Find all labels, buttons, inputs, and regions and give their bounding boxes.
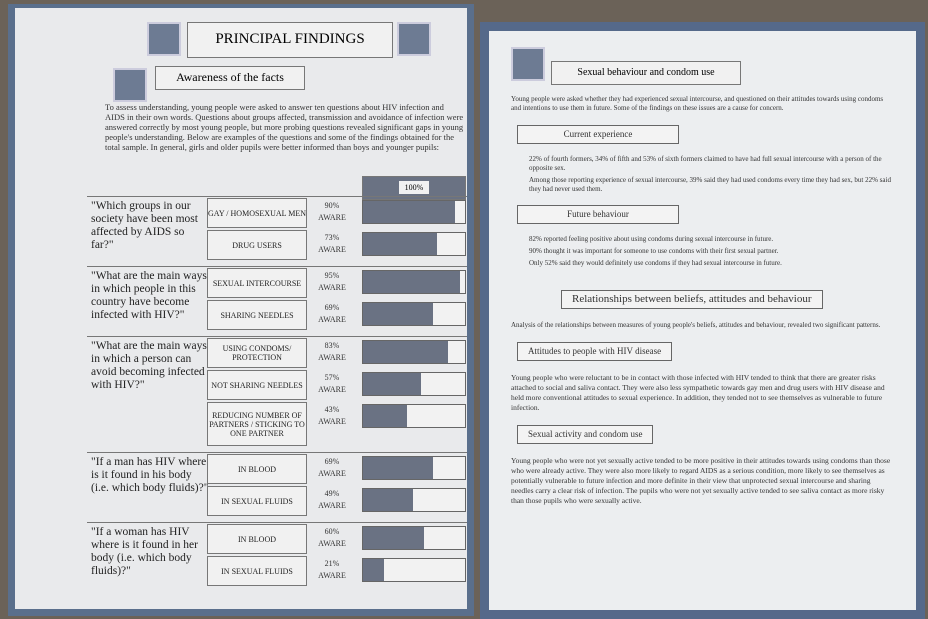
separator [87,196,467,197]
intro: Analysis of the relationships between me… [511,321,881,329]
heading-row: Current experience [511,117,891,152]
percent: 73% [324,233,340,242]
bar [363,233,438,255]
paragraph: Young people who were not yet sexually a… [511,456,891,505]
aware: AWARE [318,353,346,362]
page-title: PRINCIPAL FINDINGS [187,22,393,58]
bar-track [362,372,466,396]
bar [363,527,425,549]
aware: AWARE [318,245,346,254]
percent: 90% [324,201,340,210]
aware: AWARE [318,283,346,292]
decor [147,22,181,56]
aware: AWARE [318,213,346,222]
percent: 60% [324,527,340,536]
section-heading: Future behaviour [517,205,679,224]
bullet: 22% of fourth formers, 34% of fifth and … [529,155,882,172]
percent: 69% [324,303,340,312]
aware: AWARE [318,385,346,394]
answer-label: NOT SHARING NEEDLES [207,370,307,400]
left-page: PRINCIPAL FINDINGS Awareness of the fact… [8,4,474,616]
bullet: 82% reported feeling positive about usin… [529,235,774,243]
aware: AWARE [318,501,346,510]
paragraph: Young people who were reluctant to be in… [511,373,885,412]
percent: 95% [324,271,340,280]
question: "Which groups in our society have been m… [91,200,198,251]
bar-track [362,270,466,294]
bar [363,457,434,479]
answer-label: IN SEXUAL FLUIDS [207,486,307,516]
percent: 49% [324,489,340,498]
answer-label: IN BLOOD [207,524,307,554]
section-heading: Current experience [517,125,679,144]
bar-track [362,526,466,550]
bar-track [362,200,466,224]
heading-row: Attitudes to people with HIV disease [511,334,891,369]
heading-row: Relationships between beliefs, attitudes… [511,282,891,317]
bullet: Among those reporting experience of sexu… [529,176,891,193]
heading-row: Sexual activity and condom use [511,417,891,452]
section-heading: Sexual activity and condom use [517,425,654,444]
bar-track [362,456,466,480]
heading-row: Future behaviour [511,197,891,232]
bar [363,201,455,223]
separator [87,522,467,523]
right-content: Young people were asked whether they had… [511,91,891,510]
question: "If a man has HIV where is it found in h… [91,456,209,494]
answer-label: SEXUAL INTERCOURSE [207,268,307,298]
aware: AWARE [318,571,346,580]
bar [363,373,422,395]
percent: 21% [324,559,340,568]
percent: 83% [324,341,340,350]
percent: 43% [324,405,340,414]
question: "What are the main ways in which people … [91,270,207,321]
bar-track [362,488,466,512]
page-title: Sexual behaviour and condom use [551,61,741,85]
bar [363,405,407,427]
separator [87,336,467,337]
answer-label: DRUG USERS [207,230,307,260]
answer-label: IN BLOOD [207,454,307,484]
answer-label: REDUCING NUMBER OF PARTNERS / STICKING T… [207,402,307,446]
answer-label: IN SEXUAL FLUIDS [207,556,307,586]
aware: AWARE [318,539,346,548]
answer-label: GAY / HOMOSEXUAL MEN [207,198,307,228]
section-heading: Attitudes to people with HIV disease [517,342,673,361]
percent: 69% [324,457,340,466]
aware: AWARE [318,417,346,426]
aware: AWARE [318,469,346,478]
section-title: Relationships between beliefs, attitudes… [561,290,823,309]
decor [397,22,431,56]
bar-track [362,404,466,428]
bullet: 90% thought it was important for someone… [529,247,779,255]
right-page: Sexual behaviour and condom use Young pe… [480,22,925,619]
decor [113,68,147,102]
bar-track [362,558,466,582]
bar [363,559,385,581]
bar-track [362,302,466,326]
intro: Young people were asked whether they had… [511,95,884,112]
intro: To assess understanding, young people we… [105,102,464,152]
separator [87,266,467,267]
section-title: Awareness of the facts [155,66,305,90]
bar [363,271,460,293]
bar [363,303,434,325]
separator [87,452,467,453]
question: "What are the main ways in which a perso… [91,340,207,391]
bar-track [362,232,466,256]
question: "If a woman has HIV where is it found in… [91,526,198,577]
percent: 57% [324,373,340,382]
decor [511,47,545,81]
bar [363,341,448,363]
aware: AWARE [318,315,346,324]
bullet: Only 52% said they would definitely use … [529,259,782,267]
answer-label: SHARING NEEDLES [207,300,307,330]
bar [363,489,413,511]
scale-label: 100% [398,181,430,194]
answer-label: USING CONDOMS/ PROTECTION [207,338,307,368]
bar-track [362,340,466,364]
